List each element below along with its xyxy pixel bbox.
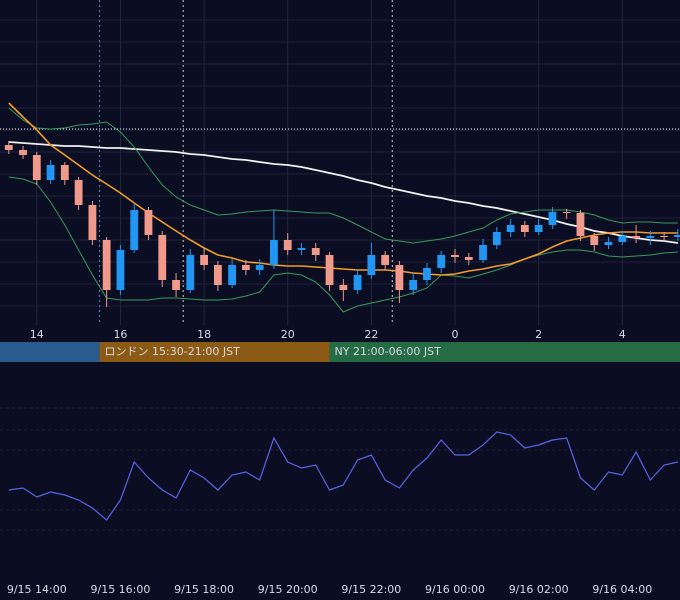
x-tick-label: 9/15 22:00 [341,583,401,596]
candle-body [506,225,515,232]
session-band [99,342,330,362]
candle-body [451,255,459,257]
session-label: NY 21:00-06:00 JST [335,345,442,358]
candle-body [534,225,543,232]
x-tick-label: 9/15 14:00 [7,583,67,596]
candle-body [283,240,292,250]
candle-body [590,236,599,245]
line [8,102,678,276]
candle-body [339,285,348,290]
candle-body [255,265,264,270]
candle-body [576,213,585,236]
candle-body [158,235,167,280]
candle-body [562,212,571,213]
candle-body [60,165,69,180]
x-tick-label: 18 [197,328,211,341]
candle-body [604,242,613,245]
x-tick-label: 20 [281,328,295,341]
candle-body [213,265,222,285]
candle-body [186,255,195,290]
candle-body [660,236,669,237]
session-band [329,342,680,362]
x-tick-label: 9/16 00:00 [425,583,485,596]
x-tick-label: 22 [364,328,378,341]
candle-body [395,265,404,290]
line [8,431,679,521]
x-tick-label: 2 [535,328,542,341]
candle-body [548,212,557,225]
candle-body [297,248,306,250]
candle-body [646,236,655,238]
candle-body [437,255,446,268]
candle-body [311,248,320,255]
candle-body [464,257,473,260]
line [8,141,679,244]
candle-body [102,240,111,290]
candle-body [632,236,640,238]
candle-body [228,265,237,285]
line [8,176,678,313]
candle-body [618,236,627,242]
candle-body [492,232,501,245]
candle-body [4,145,13,150]
x-tick-label: 9/16 04:00 [592,583,652,596]
x-tick-label: 0 [452,328,459,341]
candle-body [46,165,55,180]
candle-body [32,155,41,180]
x-tick-label: 9/15 20:00 [258,583,318,596]
x-tick-label: 9/15 16:00 [90,583,150,596]
candle-body [353,275,362,290]
candle-body [172,280,180,290]
candle-body [200,255,208,265]
candle-body [270,240,278,265]
candle-body [520,225,529,232]
candle-body [479,245,487,260]
candle-body [74,180,83,205]
candle-body [367,255,376,275]
candle-body [423,268,431,280]
candle-body [144,210,153,235]
session-band [0,342,100,362]
x-tick-label: 9/15 18:00 [174,583,234,596]
candle-body [19,150,27,155]
x-tick-label: 16 [113,328,127,341]
candle-body [381,255,390,265]
candle-body [88,205,97,240]
candle-body [409,280,418,290]
candle-body [130,210,139,250]
candle-body [325,255,334,285]
x-tick-label: 4 [619,328,626,341]
candle-body [241,265,250,270]
candle-body [116,250,125,290]
session-label: ロンドン 15:30-21:00 JST [105,345,241,358]
x-tick-label: 14 [30,328,44,341]
x-tick-label: 9/16 02:00 [509,583,569,596]
candle-body [673,235,680,237]
